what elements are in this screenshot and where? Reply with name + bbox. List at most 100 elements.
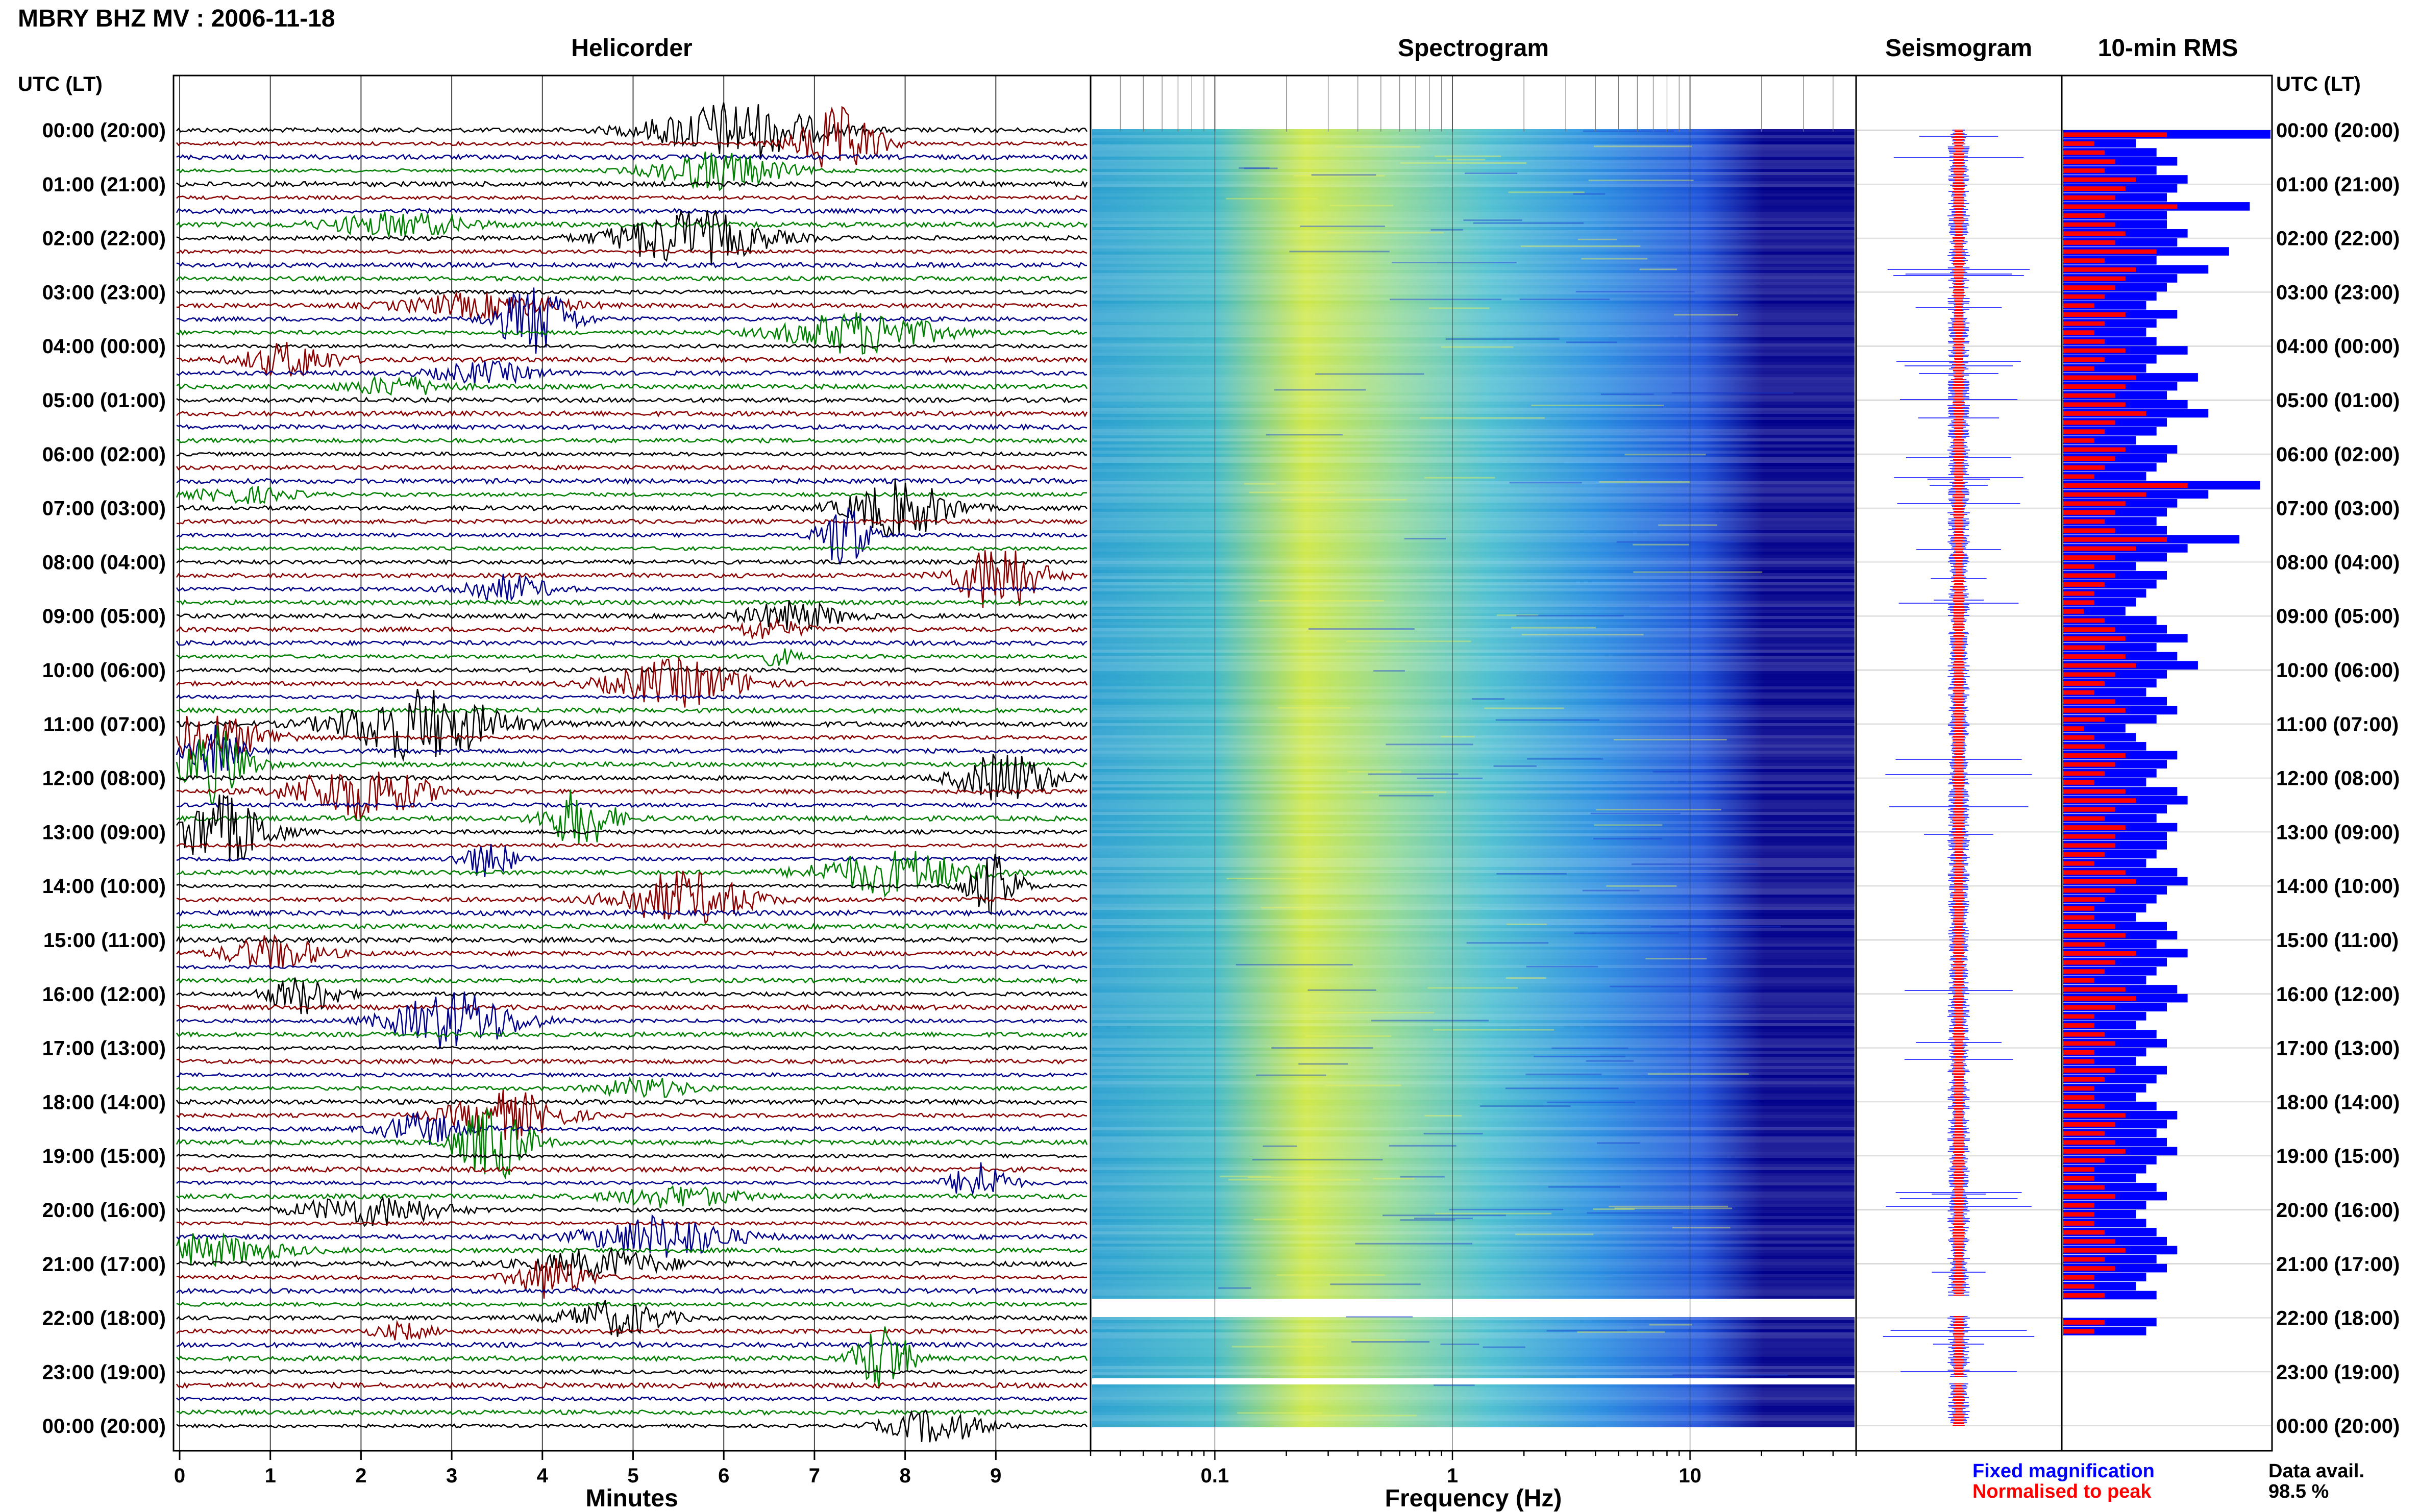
spectrogram-speckle bbox=[1614, 1207, 1733, 1209]
spectrogram-row bbox=[1092, 839, 1855, 842]
rms-bar-normalised bbox=[2063, 447, 2126, 452]
rms-bar-normalised bbox=[2063, 825, 2126, 830]
spectrogram-speckle bbox=[1330, 205, 1394, 207]
spectrogram-row bbox=[1092, 500, 1855, 503]
spectrogram-speckle bbox=[1633, 543, 1689, 546]
spectrogram-speckle bbox=[1325, 1084, 1401, 1086]
spectrogram-row bbox=[1092, 1421, 1855, 1424]
rms-bar-normalised bbox=[2063, 843, 2115, 848]
spectrogram-row bbox=[1092, 1280, 1855, 1283]
spectrogram-speckle bbox=[1258, 600, 1384, 602]
spectrogram-row bbox=[1092, 1195, 1855, 1198]
spectrogram-row bbox=[1092, 1176, 1855, 1179]
spectrogram-row bbox=[1092, 1354, 1855, 1357]
spectrogram-speckle bbox=[1433, 1029, 1554, 1031]
spectrogram-row bbox=[1092, 444, 1855, 448]
spectrogram-row bbox=[1092, 221, 1855, 224]
spectrogram-row bbox=[1092, 1222, 1855, 1225]
helicorder-trace-row bbox=[176, 275, 1088, 282]
spectrogram-row bbox=[1092, 974, 1855, 977]
spectrogram-row bbox=[1092, 448, 1855, 451]
time-tick-left: 06:00 (02:00) bbox=[42, 443, 166, 466]
spectrogram-row bbox=[1092, 549, 1855, 552]
spectrogram-row bbox=[1092, 570, 1855, 573]
spectrogram-row bbox=[1092, 1179, 1855, 1182]
panel-title-spectrogram: Spectrogram bbox=[1398, 35, 1549, 62]
spectrogram-row bbox=[1092, 864, 1855, 867]
spectrogram-row bbox=[1092, 147, 1855, 151]
helicorder-traces bbox=[176, 102, 1088, 1443]
spectrogram-speckle bbox=[1521, 634, 1644, 636]
spectrogram-row bbox=[1092, 276, 1855, 279]
spectrogram-row bbox=[1092, 763, 1855, 766]
spectrogram-row bbox=[1092, 1121, 1855, 1124]
spectrogram-row bbox=[1092, 432, 1855, 435]
spectrogram-speckle bbox=[1417, 777, 1483, 779]
spectrogram-speckle bbox=[1651, 926, 1781, 928]
spectrogram-row bbox=[1092, 380, 1855, 383]
rms-bar-normalised bbox=[2063, 366, 2094, 371]
rms-bar-normalised bbox=[2063, 312, 2126, 317]
spectrogram-speckle bbox=[1658, 524, 1717, 526]
spectrogram-row bbox=[1092, 956, 1855, 959]
spectrogram-row bbox=[1092, 662, 1855, 665]
spectrogram-row bbox=[1092, 1225, 1855, 1228]
helicorder-trace-row bbox=[176, 977, 1088, 984]
spectrogram-row bbox=[1092, 129, 1855, 132]
rms-bar-normalised bbox=[2063, 879, 2136, 884]
spectrogram-row bbox=[1092, 659, 1855, 662]
rms-bar-normalised bbox=[2063, 1059, 2094, 1064]
spectrogram-speckle bbox=[1505, 977, 1546, 979]
spectrogram-row bbox=[1092, 977, 1855, 980]
spectrogram-row bbox=[1092, 794, 1855, 797]
spectrogram-row bbox=[1092, 1403, 1855, 1406]
rms-bar-normalised bbox=[2063, 330, 2094, 335]
spectrogram-row bbox=[1092, 1366, 1855, 1369]
spectrogram-row bbox=[1092, 637, 1855, 640]
time-tick-left: 00:00 (20:00) bbox=[42, 119, 166, 142]
spectrogram-row bbox=[1092, 1250, 1855, 1253]
spectrogram-row bbox=[1092, 497, 1855, 500]
spectrogram-row bbox=[1092, 818, 1855, 821]
spectrogram-row bbox=[1092, 625, 1855, 628]
figure-title: MBRY BHZ MV : 2006-11-18 bbox=[18, 5, 335, 32]
rms-bar-normalised bbox=[2063, 1266, 2115, 1271]
spectrogram-speckle bbox=[1435, 155, 1501, 157]
spectrogram-row bbox=[1092, 1372, 1855, 1375]
spectrogram-row bbox=[1092, 1115, 1855, 1118]
spectrogram-row bbox=[1092, 1253, 1855, 1256]
rms-bar-normalised bbox=[2063, 546, 2136, 551]
spectrogram-row bbox=[1092, 830, 1855, 833]
spectrogram-row bbox=[1092, 1100, 1855, 1103]
spectrogram-row bbox=[1092, 212, 1855, 215]
spectrogram-row bbox=[1092, 809, 1855, 812]
helicorder-trace-row bbox=[176, 546, 1088, 552]
spectrogram-speckle bbox=[1424, 1114, 1462, 1117]
rms-bar-normalised bbox=[2063, 798, 2136, 803]
spectrogram-row bbox=[1092, 1339, 1855, 1342]
spectrogram-speckle bbox=[1434, 1384, 1475, 1386]
spectrogram-row bbox=[1092, 1247, 1855, 1250]
rms-bar-normalised bbox=[2063, 1257, 2105, 1262]
spectrogram-speckle bbox=[1639, 268, 1677, 270]
spectrogram-row bbox=[1092, 1136, 1855, 1139]
spectrogram-xlabel: Frequency (Hz) bbox=[1385, 1485, 1562, 1512]
spectrogram-speckle bbox=[1281, 499, 1407, 501]
spectrogram-speckle bbox=[1249, 491, 1336, 493]
spectrogram-row bbox=[1092, 1130, 1855, 1133]
spectrogram-row bbox=[1092, 512, 1855, 515]
spectrogram-speckle bbox=[1534, 1055, 1625, 1057]
time-tick-left: 16:00 (12:00) bbox=[42, 983, 166, 1006]
helicorder-trace-row bbox=[176, 842, 1088, 849]
time-tick-right: 22:00 (18:00) bbox=[2276, 1307, 2400, 1330]
spectrogram-speckle bbox=[1496, 873, 1567, 875]
rms-bar-normalised bbox=[2063, 1041, 2115, 1046]
spectrogram-row bbox=[1092, 1057, 1855, 1060]
spectrogram-row bbox=[1092, 245, 1855, 249]
rms-bar-normalised bbox=[2063, 186, 2126, 191]
spectrogram-speckle bbox=[1271, 1047, 1373, 1049]
spectrogram-row bbox=[1092, 665, 1855, 668]
spectrogram-speckle bbox=[1472, 698, 1505, 700]
time-tick-left: 09:00 (05:00) bbox=[42, 605, 166, 628]
helicorder-trace-row bbox=[176, 486, 1088, 505]
